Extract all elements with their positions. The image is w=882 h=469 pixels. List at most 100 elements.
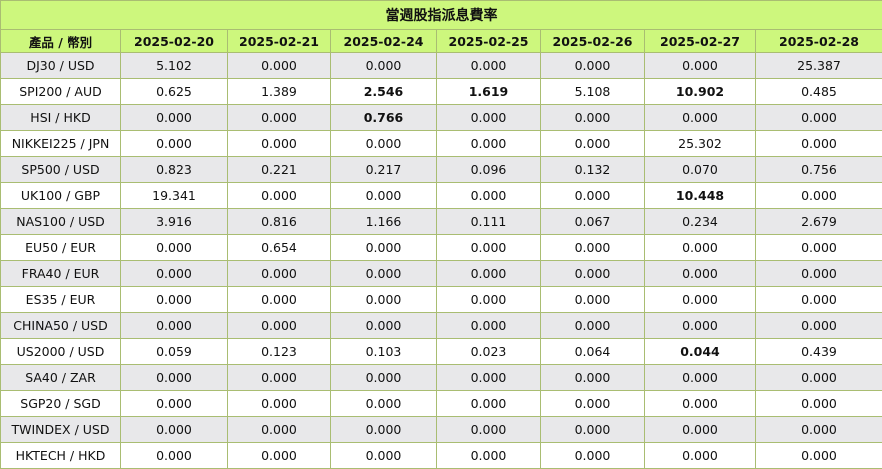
rate-cell: 25.302 [644,130,756,157]
rate-cell: 0.067 [540,208,645,235]
rate-cell: 0.000 [644,260,756,287]
rate-cell: 0.000 [644,312,756,339]
rate-cell: 0.096 [436,156,541,183]
rate-cell: 0.000 [436,104,541,131]
rate-cell: 0.000 [120,364,228,391]
rate-cell: 0.000 [227,52,331,79]
rate-cell: 0.070 [644,156,756,183]
date-column-header: 2025-02-20 [120,29,228,53]
rate-cell: 0.000 [540,234,645,261]
rate-cell: 0.439 [755,338,882,365]
rate-cell: 0.000 [436,260,541,287]
rate-cell: 0.217 [330,156,437,183]
product-cell: FRA40 / EUR [0,260,121,287]
table-row: HSI / HKD 0.000 0.000 0.766 0.000 0.000 0.000 0… [0,104,882,131]
rate-cell: 0.000 [436,442,541,469]
table-body: DJ30 / USD 5.102 0.000 0.000 0.000 0.000 0.000… [0,52,882,469]
rate-cell: 0.000 [227,104,331,131]
table-row: CHINA50 / USD 0.000 0.000 0.000 0.000 0.000 0.… [0,312,882,339]
rate-cell: 0.000 [540,416,645,443]
product-cell: HSI / HKD [0,104,121,131]
rate-cell: 25.387 [755,52,882,79]
rate-cell: 0.000 [644,416,756,443]
rate-cell: 0.059 [120,338,228,365]
rate-cell: 0.000 [755,416,882,443]
rate-cell: 0.000 [540,442,645,469]
rate-cell: 0.000 [120,260,228,287]
rate-cell: 0.000 [227,416,331,443]
rate-cell: 0.221 [227,156,331,183]
rate-cell: 0.000 [120,312,228,339]
rate-cell: 0.000 [755,312,882,339]
rate-cell: 2.679 [755,208,882,235]
rate-cell: 0.654 [227,234,331,261]
rate-cell: 0.000 [540,286,645,313]
rate-cell: 5.108 [540,78,645,105]
product-cell: DJ30 / USD [0,52,121,79]
rate-cell: 10.902 [644,78,756,105]
rate-cell: 10.448 [644,182,756,209]
rate-cell: 0.000 [120,104,228,131]
table-row: US2000 / USD 0.059 0.123 0.103 0.023 0.064 0.0… [0,338,882,365]
rate-cell: 0.000 [227,130,331,157]
table-title: 當週股指派息費率 [0,0,882,30]
rate-cell: 0.000 [330,390,437,417]
table-row: SGP20 / SGD 0.000 0.000 0.000 0.000 0.000 0.00… [0,390,882,417]
rate-cell: 0.000 [120,416,228,443]
rate-cell: 0.044 [644,338,756,365]
rate-cell: 0.000 [540,390,645,417]
product-cell: US2000 / USD [0,338,121,365]
rate-cell: 0.000 [120,286,228,313]
table-row: SA40 / ZAR 0.000 0.000 0.000 0.000 0.000 0.000… [0,364,882,391]
rate-cell: 0.000 [436,416,541,443]
table-row: HKTECH / HKD 0.000 0.000 0.000 0.000 0.000 0.0… [0,442,882,469]
rate-cell: 0.132 [540,156,645,183]
rate-cell: 0.000 [436,364,541,391]
product-cell: SPI200 / AUD [0,78,121,105]
rate-cell: 0.000 [330,260,437,287]
table-row: TWINDEX / USD 0.000 0.000 0.000 0.000 0.000 0.… [0,416,882,443]
rate-cell: 0.000 [436,182,541,209]
rate-cell: 0.000 [227,390,331,417]
product-cell: TWINDEX / USD [0,416,121,443]
rate-cell: 5.102 [120,52,228,79]
rate-cell: 0.000 [755,130,882,157]
product-cell: SGP20 / SGD [0,390,121,417]
rate-cell: 0.000 [755,234,882,261]
rate-cell: 0.000 [755,390,882,417]
rate-cell: 0.000 [644,390,756,417]
rate-cell: 1.166 [330,208,437,235]
table-row: SPI200 / AUD 0.625 1.389 2.546 1.619 5.108 10.… [0,78,882,105]
rate-cell: 0.000 [755,104,882,131]
rate-cell: 3.916 [120,208,228,235]
product-cell: EU50 / EUR [0,234,121,261]
product-cell: SA40 / ZAR [0,364,121,391]
rate-cell: 0.000 [540,312,645,339]
rate-cell: 0.000 [755,364,882,391]
rate-cell: 0.000 [330,130,437,157]
table-row: NAS100 / USD 3.916 0.816 1.166 0.111 0.067 0.2… [0,208,882,235]
rate-cell: 19.341 [120,182,228,209]
rate-cell: 0.756 [755,156,882,183]
rate-cell: 0.816 [227,208,331,235]
date-column-header: 2025-02-24 [330,29,437,53]
rate-cell: 0.823 [120,156,228,183]
rate-cell: 0.111 [436,208,541,235]
rate-cell: 0.064 [540,338,645,365]
product-cell: SP500 / USD [0,156,121,183]
rate-cell: 0.000 [436,52,541,79]
rate-cell: 0.000 [227,260,331,287]
rate-cell: 0.000 [644,104,756,131]
header-row: 產品 / 幣別 2025-02-20 2025-02-21 2025-02-24… [0,29,882,53]
rate-cell: 0.000 [755,260,882,287]
rate-cell: 0.000 [120,130,228,157]
rate-cell: 0.000 [330,52,437,79]
rate-cell: 0.000 [120,442,228,469]
rate-cell: 0.000 [644,52,756,79]
rate-cell: 0.000 [540,104,645,131]
rate-cell: 0.000 [120,234,228,261]
product-cell: UK100 / GBP [0,182,121,209]
rate-cell: 0.000 [644,234,756,261]
rate-cell: 0.000 [120,390,228,417]
product-column-header: 產品 / 幣別 [0,29,121,53]
